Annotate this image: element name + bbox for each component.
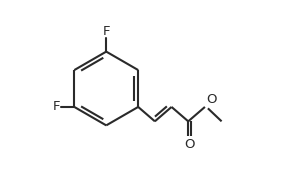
Text: O: O xyxy=(206,93,216,106)
Text: F: F xyxy=(53,100,60,113)
Text: O: O xyxy=(184,138,195,151)
Text: F: F xyxy=(103,25,110,38)
